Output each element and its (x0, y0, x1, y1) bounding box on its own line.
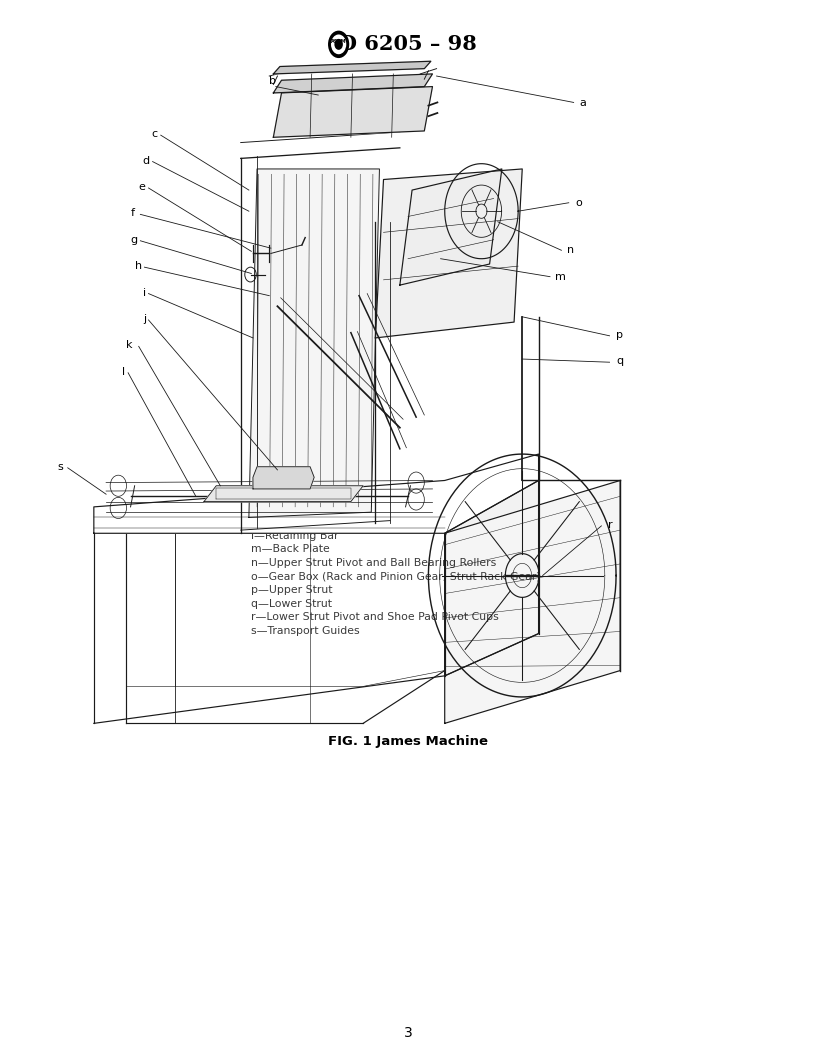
Text: a: a (579, 97, 586, 108)
Text: 3: 3 (404, 1025, 412, 1040)
Text: k—Test Table: k—Test Table (251, 517, 322, 527)
Polygon shape (253, 467, 314, 489)
Text: c—JSCOF Chart: c—JSCOF Chart (251, 410, 335, 419)
Text: o: o (575, 197, 582, 208)
Text: d: d (143, 155, 150, 166)
Text: m—Back Plate: m—Back Plate (251, 545, 330, 554)
Text: j—Shoe Pad: j—Shoe Pad (251, 504, 316, 514)
Polygon shape (375, 169, 522, 338)
Polygon shape (445, 480, 539, 676)
Text: k: k (126, 340, 133, 351)
Text: e—Spring Clip: e—Spring Clip (251, 436, 329, 447)
Text: l—Retaining Bar: l—Retaining Bar (251, 531, 339, 541)
Polygon shape (273, 74, 432, 93)
Circle shape (335, 39, 343, 50)
Text: r—Lower Strut Pivot and Shoe Pad Pivot Cups: r—Lower Strut Pivot and Shoe Pad Pivot C… (251, 612, 499, 622)
Polygon shape (273, 61, 431, 74)
Text: g—Set Screw: g—Set Screw (251, 464, 324, 473)
Text: ASTM: ASTM (330, 39, 347, 44)
Text: D 6205 – 98: D 6205 – 98 (339, 35, 477, 54)
Polygon shape (445, 480, 620, 723)
Text: r: r (608, 520, 613, 530)
Text: g: g (131, 234, 138, 245)
Text: FIG. 1 James Machine: FIG. 1 James Machine (328, 735, 488, 748)
Text: l: l (122, 366, 126, 377)
Text: a—Weights: a—Weights (251, 382, 313, 392)
Text: i: i (143, 287, 146, 298)
Text: m: m (555, 271, 565, 282)
Text: q: q (616, 356, 623, 366)
Polygon shape (400, 169, 502, 285)
Text: h—Strut Arm: h—Strut Arm (251, 477, 322, 487)
Text: h: h (135, 261, 142, 271)
Text: s: s (57, 461, 63, 472)
Text: b—Cushion: b—Cushion (251, 396, 313, 406)
Text: d—Chart Board: d—Chart Board (251, 422, 335, 433)
Polygon shape (94, 454, 539, 533)
Circle shape (328, 31, 349, 58)
Text: b: b (269, 76, 277, 87)
Text: n—Upper Strut Pivot and Ball Bearing Rollers: n—Upper Strut Pivot and Ball Bearing Rol… (251, 558, 497, 568)
Text: i—Specimen: i—Specimen (251, 490, 319, 501)
Text: p: p (616, 329, 623, 340)
Text: p—Upper Strut: p—Upper Strut (251, 585, 333, 595)
Text: n: n (567, 245, 574, 256)
Circle shape (331, 35, 346, 54)
Text: f: f (131, 208, 135, 219)
Polygon shape (273, 87, 432, 137)
Text: q—Lower Strut: q—Lower Strut (251, 599, 332, 608)
Text: c: c (151, 129, 157, 139)
Text: f—Recording Pencil: f—Recording Pencil (251, 450, 357, 459)
Text: j: j (143, 314, 146, 324)
Text: e: e (139, 182, 145, 192)
Polygon shape (249, 169, 379, 517)
Text: s—Transport Guides: s—Transport Guides (251, 625, 360, 636)
Text: o—Gear Box (Rack and Pinion Gear, Strut Rack Gear): o—Gear Box (Rack and Pinion Gear, Strut … (251, 571, 541, 582)
Polygon shape (204, 486, 363, 502)
